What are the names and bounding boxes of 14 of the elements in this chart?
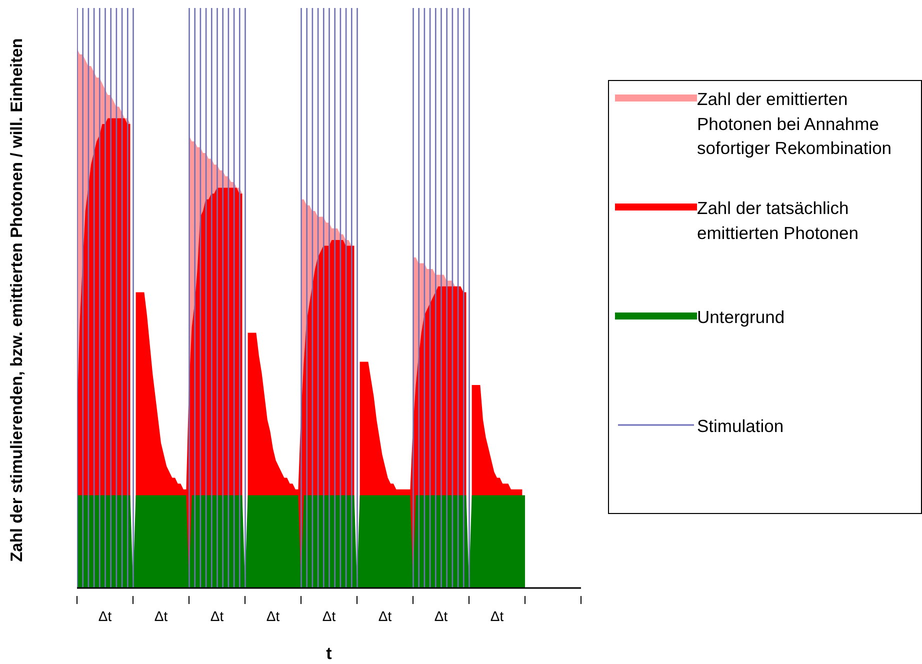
- y-axis-title: Zahl der stimulierenden, bzw. emittierten Photonen / will. Einheiten: [7, 37, 27, 564]
- x-tick-label: Δt: [378, 608, 392, 624]
- x-tick-label: Δt: [266, 608, 280, 624]
- legend-label: Zahl der emittierten Photonen bei Annahme sofortiger Rekombination: [697, 88, 893, 160]
- x-tick-label: Δt: [322, 608, 336, 624]
- x-tick-label: Δt: [210, 608, 224, 624]
- legend-label: Untergrund: [697, 306, 786, 329]
- x-tick-label: Δt: [434, 608, 448, 624]
- x-tick-label: Δt: [98, 608, 112, 624]
- legend-label: Stimulation: [697, 415, 785, 438]
- legend-label: Zahl der tatsächlich emittierten Photonen: [697, 197, 860, 244]
- x-tick-label: Δt: [154, 608, 168, 624]
- x-tick-label: Δt: [490, 608, 504, 624]
- x-axis-title: t: [325, 644, 333, 664]
